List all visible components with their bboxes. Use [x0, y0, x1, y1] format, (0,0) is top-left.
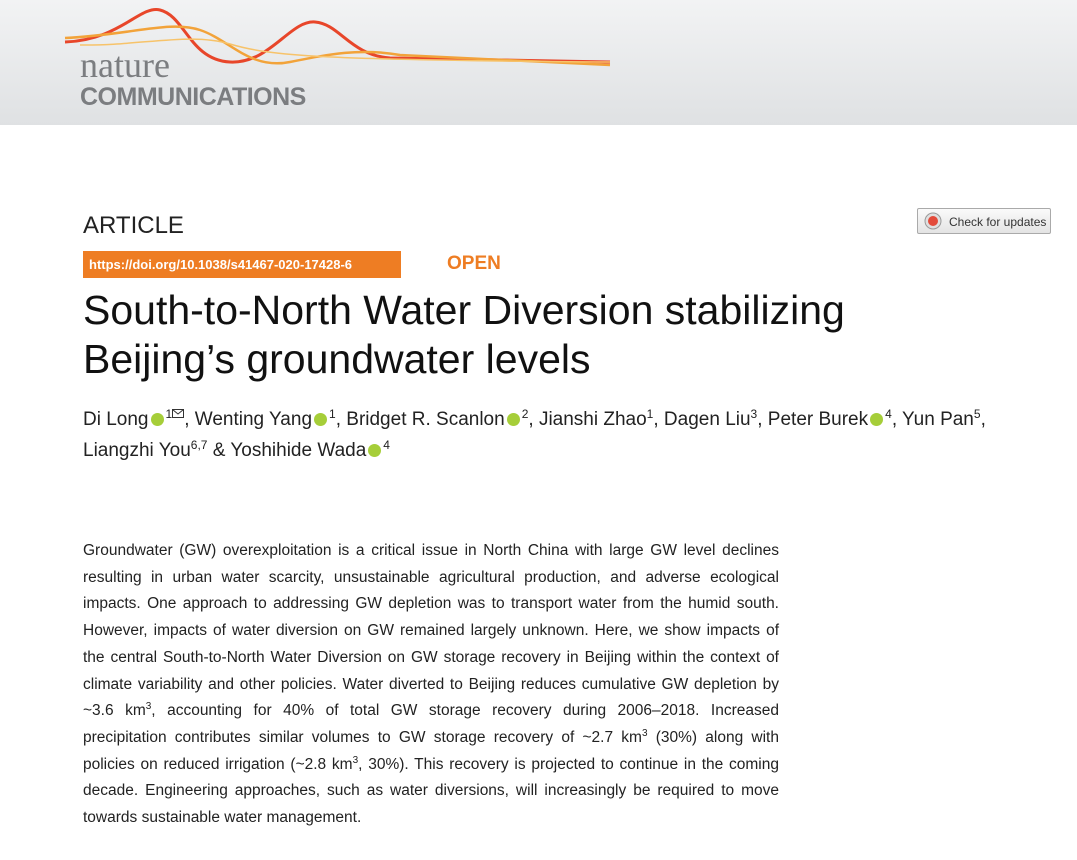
- author-separator: ,: [184, 409, 195, 430]
- orcid-icon: [506, 413, 520, 426]
- author-separator: ,: [653, 409, 664, 430]
- author-separator: ,: [528, 409, 539, 430]
- author-affiliation: 6,7: [190, 438, 208, 452]
- envelope: [172, 409, 185, 418]
- orcid-icon: [150, 413, 164, 426]
- abstract: Groundwater (GW) overexploitation is a c…: [83, 538, 779, 832]
- abstract-text: , accounting for 40% of total GW storage…: [83, 702, 779, 746]
- author-affiliation: 1: [646, 407, 654, 421]
- abstract-superscript: 3: [145, 701, 152, 713]
- journal-header: nature COMMUNICATIONS: [0, 0, 1077, 125]
- abstract-superscript: 3: [641, 727, 648, 739]
- abstract-text: (30%) along with policies on reduced irr…: [83, 728, 779, 773]
- article-type: ARTICLE: [83, 212, 184, 239]
- open-access: OPEN: [447, 253, 501, 274]
- logo-nature: nature: [80, 45, 170, 85]
- author-name[interactable]: Yun Pan: [902, 409, 974, 430]
- author-affiliation: 4: [885, 407, 892, 421]
- author-name[interactable]: Jianshi Zhao: [538, 409, 647, 430]
- abstract-superscript: 3: [352, 754, 359, 766]
- author-separator: ,: [891, 409, 903, 430]
- title-line: Beijing’s groundwater levels: [83, 336, 591, 382]
- author-name[interactable]: Yoshihide Wada: [230, 440, 367, 461]
- author-name[interactable]: Di Long: [83, 409, 149, 430]
- mail-icon: [172, 407, 185, 421]
- author-separator: ,: [980, 409, 986, 430]
- orcid-icon: [314, 413, 328, 426]
- abstract-text: Groundwater (GW) overexploitation is a c…: [83, 542, 779, 720]
- author-name[interactable]: Bridget R. Scanlon: [346, 409, 505, 430]
- author-list: Di Long 1, Wenting Yang 1, Bridget R. Scan…: [83, 404, 1058, 466]
- author-affiliation: 1: [329, 407, 336, 421]
- check-updates-label: Check for updates: [949, 215, 1047, 229]
- author-affiliation: 1: [166, 407, 185, 421]
- author-separator: ,: [757, 409, 768, 430]
- title-line: South-to-North Water Diversion stabilizi…: [83, 287, 845, 333]
- updates-icon: [924, 212, 942, 230]
- author-affiliation: 4: [383, 438, 390, 452]
- author-separator: &: [207, 440, 231, 461]
- check-updates-button[interactable]: Check for updates: [917, 208, 1051, 234]
- author-affiliation: 2: [521, 407, 529, 421]
- doi-link[interactable]: https://doi.org/10.1038/s41467-020-17428…: [83, 251, 401, 278]
- author-affiliation: 5: [973, 407, 981, 421]
- orcid-icon: [368, 444, 382, 457]
- author-name[interactable]: Wenting Yang: [194, 409, 313, 430]
- author-name[interactable]: Liangzhi You: [83, 440, 191, 461]
- author-name[interactable]: Dagen Liu: [663, 409, 751, 430]
- paper-title: South-to-North Water Diversion stabilizi…: [83, 286, 845, 384]
- abstract-text: , 30%). This recovery is projected to co…: [83, 755, 779, 827]
- author-separator: ,: [335, 409, 347, 430]
- orcid-icon: [870, 413, 884, 426]
- logo-communications: COMMUNICATIONS: [80, 83, 306, 111]
- author-name[interactable]: Peter Burek: [767, 409, 869, 430]
- author-affiliation: 3: [750, 407, 758, 421]
- logo-waves: [64, 8, 611, 67]
